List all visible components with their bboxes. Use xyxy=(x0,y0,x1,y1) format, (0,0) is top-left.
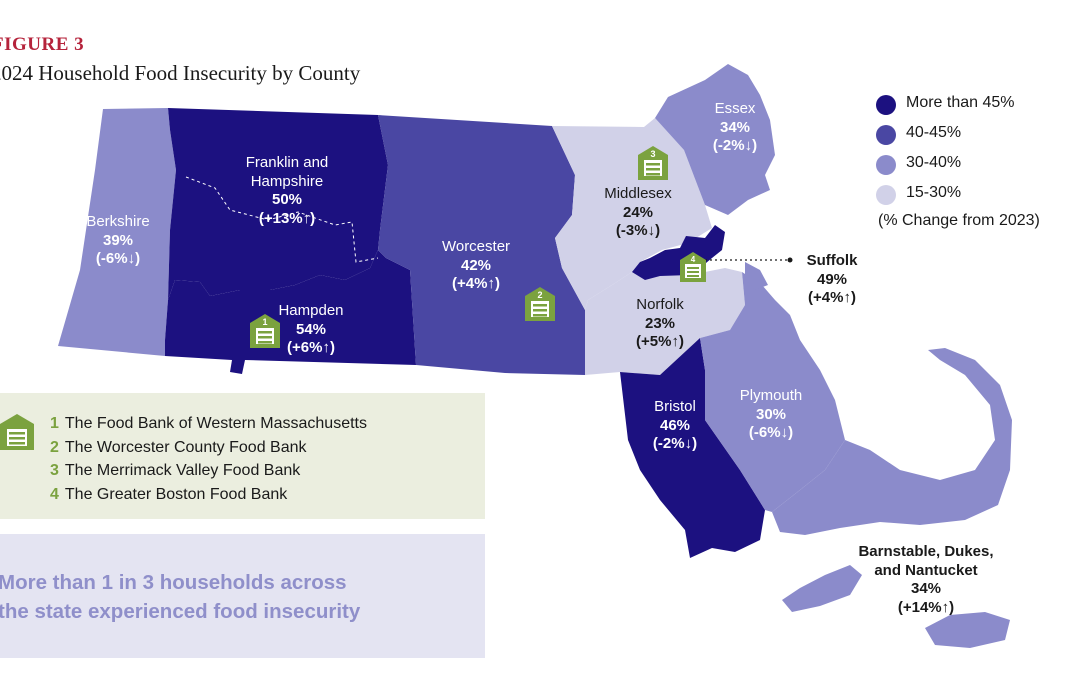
legend-swatch xyxy=(876,155,896,175)
berkshire-change: (-6%↓) xyxy=(95,250,141,267)
food-bank-marker-2-number: 2 xyxy=(537,290,542,300)
food-bank-marker-3-number: 3 xyxy=(650,149,655,159)
hampden-pct: 54% xyxy=(295,320,327,338)
berkshire-pct: 39% xyxy=(102,231,134,249)
food-bank-marker-3: 3 xyxy=(638,146,668,180)
label-hampden: Hampden 54% (+6%↑) xyxy=(278,302,343,358)
callout-line-2: the state experienced food insecurity xyxy=(0,600,361,623)
legend-label: More than 45% xyxy=(906,94,1015,111)
middlesex-name: Middlesex xyxy=(604,185,672,202)
norfolk-pct: 23% xyxy=(644,314,676,332)
franklin-hampshire-pct: 50% xyxy=(271,191,303,208)
county-plymouth xyxy=(700,272,845,512)
label-bristol: Bristol 46% (-2%↓) xyxy=(653,398,697,454)
legend-label: 15-30% xyxy=(906,184,962,201)
county-franklin-hampshire xyxy=(168,108,388,300)
suffolk-pct: 49% xyxy=(816,270,848,288)
food-bank-item: 1 The Food Bank of Western Massachusetts xyxy=(50,412,367,436)
legend-swatch xyxy=(876,95,896,115)
food-bank-item: 3 The Merrimack Valley Food Bank xyxy=(50,459,367,483)
county-middlesex xyxy=(552,118,712,310)
callout-text: More than 1 in 3 households across the s… xyxy=(0,568,478,626)
food-bank-name: The Worcester County Food Bank xyxy=(64,438,307,456)
change-note: (% Change from 2023) xyxy=(878,212,1040,229)
franklin-hampshire-boundary xyxy=(185,176,379,263)
county-berkshire xyxy=(58,108,176,356)
worcester-pct: 42% xyxy=(460,256,492,274)
callout-line-1: More than 1 in 3 households across xyxy=(0,571,347,594)
legend-swatch xyxy=(876,185,896,205)
suffolk-change: (+4%↑) xyxy=(808,289,856,306)
label-essex: Essex 34% (-2%↓) xyxy=(713,100,757,156)
food-bank-item: 4 The Greater Boston Food Bank xyxy=(50,483,367,507)
county-bristol xyxy=(620,338,765,558)
label-middlesex: Middlesex 24% (-3%↓) xyxy=(604,185,672,241)
franklin-hampshire-name-2: Hampshire xyxy=(250,172,324,190)
label-plymouth: Plymouth 30% (-6%↓) xyxy=(740,387,803,443)
barnstable-change: (+14%↑) xyxy=(897,598,955,616)
norfolk-change: (+5%↑) xyxy=(636,333,684,350)
food-bank-legend-box xyxy=(0,393,485,519)
bristol-name: Bristol xyxy=(654,398,696,415)
food-bank-name: The Food Bank of Western Massachusetts xyxy=(64,415,367,432)
barnstable-pct: 34% xyxy=(910,580,942,597)
county-essex xyxy=(655,64,775,215)
figure-label: FIGURE 3 xyxy=(0,34,85,55)
label-berkshire: Berkshire 39% (-6%↓) xyxy=(86,213,149,269)
essex-name: Essex xyxy=(714,100,756,117)
plymouth-pct: 30% xyxy=(755,405,787,423)
food-bank-number: 4 xyxy=(50,485,59,503)
label-norfolk: Norfolk 23% (+5%↑) xyxy=(636,296,684,352)
label-franklin-hampshire: Franklin and Hampshire 50% (+13%↑) xyxy=(246,154,329,228)
island-nantucket xyxy=(925,612,1010,648)
label-suffolk: Suffolk 49% (+4%↑) xyxy=(800,252,864,308)
worcester-change: (+4%↑) xyxy=(452,275,500,292)
suffolk-name: Suffolk xyxy=(806,252,858,269)
figure-title: 2024 Household Food Insecurity by County xyxy=(0,61,361,85)
food-bank-marker-4-number: 4 xyxy=(691,255,696,264)
suffolk-leader-dot xyxy=(787,257,793,263)
island-marthas-vineyard xyxy=(782,565,862,612)
county-hampden xyxy=(165,250,416,374)
label-barnstable: Barnstable, Dukes, and Nantucket 34% (+1… xyxy=(858,543,993,617)
plymouth-name: Plymouth xyxy=(739,387,803,404)
food-bank-number: 3 xyxy=(50,462,59,479)
food-bank-item: 2 The Worcester County Food Bank xyxy=(50,436,367,460)
bristol-pct: 46% xyxy=(659,416,691,434)
essex-change: (-2%↓) xyxy=(712,137,758,154)
county-norfolk xyxy=(585,262,745,375)
food-bank-name: The Merrimack Valley Food Bank xyxy=(64,462,301,479)
norfolk-name: Norfolk xyxy=(636,296,684,313)
food-bank-marker-1: 1 xyxy=(250,314,280,348)
hampden-change: (+6%↑) xyxy=(287,339,335,356)
berkshire-name: Berkshire xyxy=(86,213,150,230)
franklin-hampshire-name-1: Franklin and xyxy=(245,154,329,171)
legend-label: 40-45% xyxy=(906,124,962,141)
legend-swatch xyxy=(876,125,896,145)
barnstable-name-2: and Nantucket xyxy=(874,561,978,579)
essex-pct: 34% xyxy=(719,118,751,136)
food-bank-list: 1 The Food Bank of Western Massachusetts … xyxy=(50,412,367,506)
bristol-change: (-2%↓) xyxy=(652,435,698,452)
plymouth-change: (-6%↓) xyxy=(748,424,794,441)
middlesex-pct: 24% xyxy=(622,203,654,221)
franklin-hampshire-change: (+13%↑) xyxy=(258,209,316,227)
middlesex-change: (-3%↓) xyxy=(615,222,661,239)
hampden-name: Hampden xyxy=(278,302,344,319)
food-bank-name: The Greater Boston Food Bank xyxy=(64,485,288,503)
food-bank-marker-2: 2 xyxy=(525,287,555,321)
callout-box xyxy=(0,534,485,658)
food-bank-marker-1-number: 1 xyxy=(262,317,267,327)
food-bank-marker-4: 4 xyxy=(680,252,706,282)
worcester-name: Worcester xyxy=(441,238,511,255)
county-barnstable xyxy=(772,348,1012,535)
barnstable-name-1: Barnstable, Dukes, xyxy=(858,543,994,560)
food-bank-number: 2 xyxy=(50,438,59,456)
food-bank-icon xyxy=(0,414,34,450)
food-bank-number: 1 xyxy=(50,415,59,432)
label-worcester: Worcester 42% (+4%↑) xyxy=(442,238,510,294)
legend-label: 30-40% xyxy=(906,154,962,171)
harbor-islands xyxy=(745,262,768,290)
